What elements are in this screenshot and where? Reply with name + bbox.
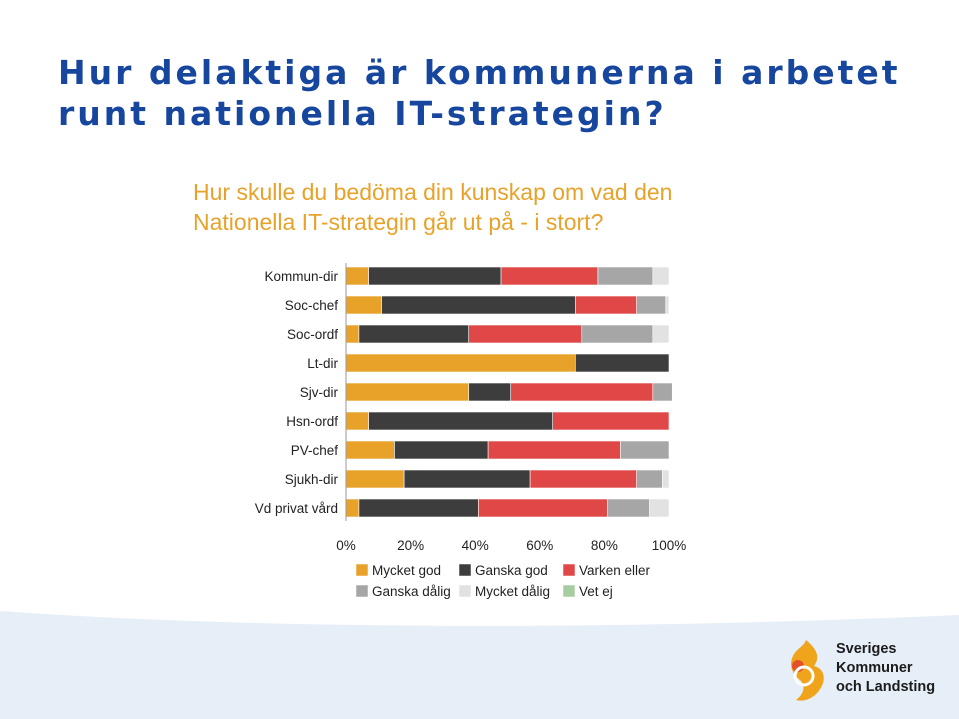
logo-text-line: Sveriges — [836, 641, 897, 657]
bar-segment — [575, 295, 638, 315]
x-tick-label: 60% — [526, 538, 553, 553]
chart-legend: Mycket god Ganska god Varken eller Ganska d… — [355, 563, 651, 599]
bar-segment — [652, 266, 670, 286]
bar-segment — [345, 295, 382, 315]
bar-segment — [662, 469, 670, 489]
bar-segment — [345, 266, 369, 286]
bar-segment — [500, 266, 599, 286]
slide-title-line: runt nationella IT-strategin? — [58, 94, 667, 133]
category-label: Hsn-ordf — [286, 414, 338, 429]
bar-segment — [597, 266, 654, 286]
category-label: Soc-chef — [285, 298, 339, 313]
bar-segment — [345, 498, 360, 518]
bar-segment — [478, 498, 608, 518]
bar-segment — [345, 353, 576, 373]
legend-label: Mycket dålig — [475, 584, 550, 599]
bar-segment — [345, 411, 369, 431]
category-label: Sjukh-dir — [285, 472, 339, 487]
bar-segment — [358, 324, 470, 344]
bar-segment — [487, 440, 621, 460]
bar-segment — [652, 324, 670, 344]
bar-segment — [345, 469, 405, 489]
logo-flame-shape — [791, 640, 824, 701]
legend-label: Mycket god — [372, 563, 441, 578]
bar-segment — [381, 295, 576, 315]
bar-segment — [345, 324, 360, 344]
bar-segment — [636, 469, 663, 489]
bar-segment — [652, 382, 673, 402]
legend-swatch — [458, 584, 472, 598]
slide-title: Hur delaktiga är kommunerna i arbetet ru… — [58, 52, 901, 134]
bottom-wave-band — [0, 610, 959, 719]
legend-swatch — [458, 563, 472, 577]
slide-title-line: Hur delaktiga är kommunerna i arbetet — [58, 53, 901, 92]
category-label: Kommun-dir — [264, 269, 338, 284]
stacked-bar-chart: Kommun-dir Soc-chef Soc-ordf Lt-dir Sjv-dir H… — [255, 263, 686, 599]
bar-segment — [394, 440, 489, 460]
logo-wordmark: Sveriges Kommuner och Landsting — [836, 640, 935, 697]
logo-text-line: och Landsting — [836, 679, 936, 695]
bar-segment — [358, 498, 479, 518]
category-label: PV-chef — [291, 443, 339, 458]
category-label: Sjv-dir — [300, 385, 339, 400]
sveriges-kommuner-logo: Sveriges Kommuner och Landsting — [778, 636, 948, 706]
bars-layer — [345, 263, 673, 521]
legend-swatch — [562, 563, 576, 577]
bar-segment — [620, 440, 670, 460]
bar-segment — [368, 266, 502, 286]
bar-segment — [607, 498, 650, 518]
legend-swatch — [355, 563, 369, 577]
bar-segment — [636, 295, 667, 315]
survey-question-line: Nationella IT-strategin går ut på - i st… — [193, 209, 604, 235]
legend-label: Ganska god — [475, 563, 548, 578]
bar-segment — [403, 469, 531, 489]
category-label: Soc-ordf — [287, 327, 338, 342]
logo-ring — [793, 665, 815, 687]
x-tick-label: 40% — [462, 538, 489, 553]
wave-shape — [0, 610, 959, 719]
bar-segment — [368, 411, 554, 431]
bar-segment — [510, 382, 654, 402]
category-labels: Kommun-dir Soc-chef Soc-ordf Lt-dir Sjv-dir H… — [255, 269, 339, 516]
x-tick-label: 100% — [652, 538, 687, 553]
x-tick-label: 20% — [397, 538, 424, 553]
legend-swatch — [355, 584, 369, 598]
bar-segment — [468, 382, 512, 402]
category-label: Lt-dir — [307, 356, 338, 371]
wave-highlight — [0, 610, 959, 626]
logo-text-line: Kommuner — [836, 660, 913, 676]
bar-segment — [468, 324, 583, 344]
x-axis-ticks: 0% 20% 40% 60% 80% 100% — [336, 538, 686, 553]
x-tick-label: 80% — [591, 538, 618, 553]
survey-question: Hur skulle du bedöma din kunskap om vad … — [193, 177, 672, 237]
legend-label: Ganska dålig — [372, 584, 451, 599]
x-tick-label: 0% — [336, 538, 356, 553]
bar-segment — [649, 498, 670, 518]
category-label: Vd privat vård — [255, 501, 338, 516]
logo-flame-icon — [791, 640, 824, 701]
bar-segment — [552, 411, 670, 431]
bar-segment — [345, 440, 395, 460]
bar-segment — [665, 295, 670, 315]
legend-swatch — [562, 584, 576, 598]
legend-label: Varken eller — [579, 563, 651, 578]
bar-segment — [581, 324, 654, 344]
survey-question-line: Hur skulle du bedöma din kunskap om vad … — [193, 179, 673, 205]
bar-segment — [575, 353, 670, 373]
bar-segment — [345, 382, 470, 402]
legend-label: Vet ej — [579, 584, 613, 599]
bar-segment — [529, 469, 637, 489]
